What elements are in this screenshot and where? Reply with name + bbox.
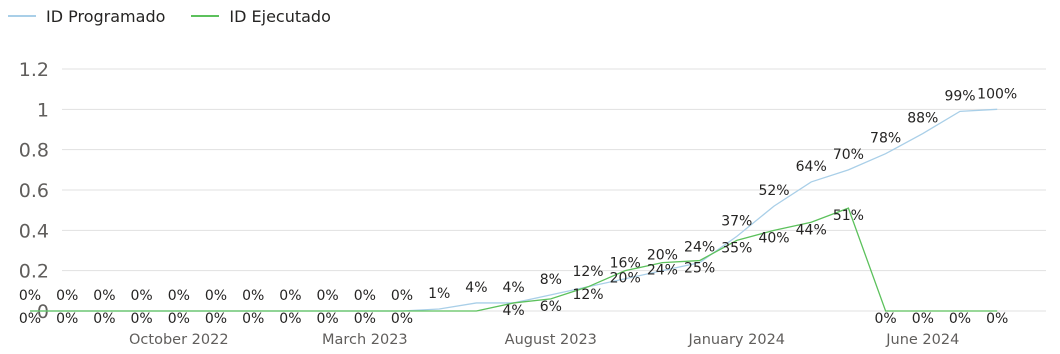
legend-label-programado: ID Programado <box>46 6 166 26</box>
data-label: 1% <box>428 286 450 302</box>
data-label: 100% <box>977 86 1017 102</box>
legend-label-ejecutado: ID Ejecutado <box>229 6 331 26</box>
chart-legend: ID Programado ID Ejecutado <box>8 4 331 28</box>
data-label: 99% <box>944 88 975 104</box>
x-tick-label: January 2024 <box>688 332 785 348</box>
data-label: 4% <box>502 280 524 296</box>
y-tick-label: 0.6 <box>19 180 49 202</box>
legend-item-ejecutado[interactable]: ID Ejecutado <box>191 6 331 26</box>
data-label: 0% <box>93 311 115 327</box>
y-axis-ticks: 0 0.2 0.4 0.6 0.8 1 1.2 <box>19 59 49 323</box>
data-label: 70% <box>833 147 864 163</box>
data-label: 64% <box>796 159 827 175</box>
data-label: 16% <box>610 256 641 272</box>
series-line-ejecutado <box>30 207 998 312</box>
data-label: 4% <box>465 280 487 296</box>
data-label: 35% <box>721 240 752 256</box>
data-label: 0% <box>391 288 413 304</box>
data-label: 0% <box>354 311 376 327</box>
data-label: 12% <box>572 287 603 303</box>
data-label: 0% <box>316 311 338 327</box>
data-label: 0% <box>205 288 227 304</box>
y-tick-label: 1 <box>37 99 49 121</box>
data-label: 0% <box>949 311 971 327</box>
data-label: 12% <box>572 264 603 280</box>
data-label: 0% <box>19 288 41 304</box>
data-label: 0% <box>912 311 934 327</box>
data-label: 37% <box>721 213 752 229</box>
x-tick-label: October 2022 <box>129 332 229 348</box>
data-label: 0% <box>316 288 338 304</box>
data-label: 24% <box>684 240 715 256</box>
y-tick-label: 0 <box>37 301 49 323</box>
data-label: 0% <box>130 288 152 304</box>
data-label: 0% <box>391 311 413 327</box>
series-lines <box>30 108 998 312</box>
x-tick-label: June 2024 <box>885 332 959 348</box>
y-tick-label: 0.4 <box>19 220 49 242</box>
y-tick-label: 0.2 <box>19 261 49 283</box>
legend-swatch-ejecutado <box>191 15 220 17</box>
data-label: 20% <box>647 248 678 264</box>
data-label: 52% <box>758 183 789 199</box>
x-tick-label: August 2023 <box>505 332 597 348</box>
data-label: 51% <box>833 208 864 224</box>
data-label: 6% <box>540 299 562 315</box>
data-label: 0% <box>56 311 78 327</box>
y-tick-label: 1.2 <box>19 59 49 81</box>
data-label: 0% <box>986 311 1008 327</box>
data-label: 0% <box>874 311 896 327</box>
data-label: 0% <box>205 311 227 327</box>
data-label: 0% <box>130 311 152 327</box>
data-label: 0% <box>168 311 190 327</box>
x-axis-ticks: October 2022 March 2023 August 2023 January… <box>129 332 959 348</box>
data-label: 78% <box>870 131 901 147</box>
data-label: 0% <box>56 288 78 304</box>
data-label: 0% <box>93 288 115 304</box>
data-label: 44% <box>796 222 827 238</box>
data-label: 24% <box>647 263 678 279</box>
data-label: 0% <box>242 288 264 304</box>
data-label: 0% <box>242 311 264 327</box>
data-label: 0% <box>354 288 376 304</box>
data-label: 0% <box>168 288 190 304</box>
data-label: 40% <box>758 230 789 246</box>
x-tick-label: March 2023 <box>322 332 408 348</box>
legend-swatch-programado <box>8 15 36 17</box>
data-label: 4% <box>502 303 524 319</box>
data-label: 88% <box>907 111 938 127</box>
y-tick-label: 0.8 <box>19 140 49 162</box>
data-label: 20% <box>610 271 641 287</box>
legend-item-programado[interactable]: ID Programado <box>8 7 165 26</box>
data-label: 0% <box>279 288 301 304</box>
data-label: 0% <box>19 311 41 327</box>
data-label: 25% <box>684 261 715 277</box>
data-labels: 0% 0% 0% 0% 0% 0% 0% 0% 0% 0% 0% 1% 4% 4%8%12%16%20%2… <box>19 86 1017 327</box>
data-label: 8% <box>540 272 562 288</box>
data-label: 0% <box>279 311 301 327</box>
